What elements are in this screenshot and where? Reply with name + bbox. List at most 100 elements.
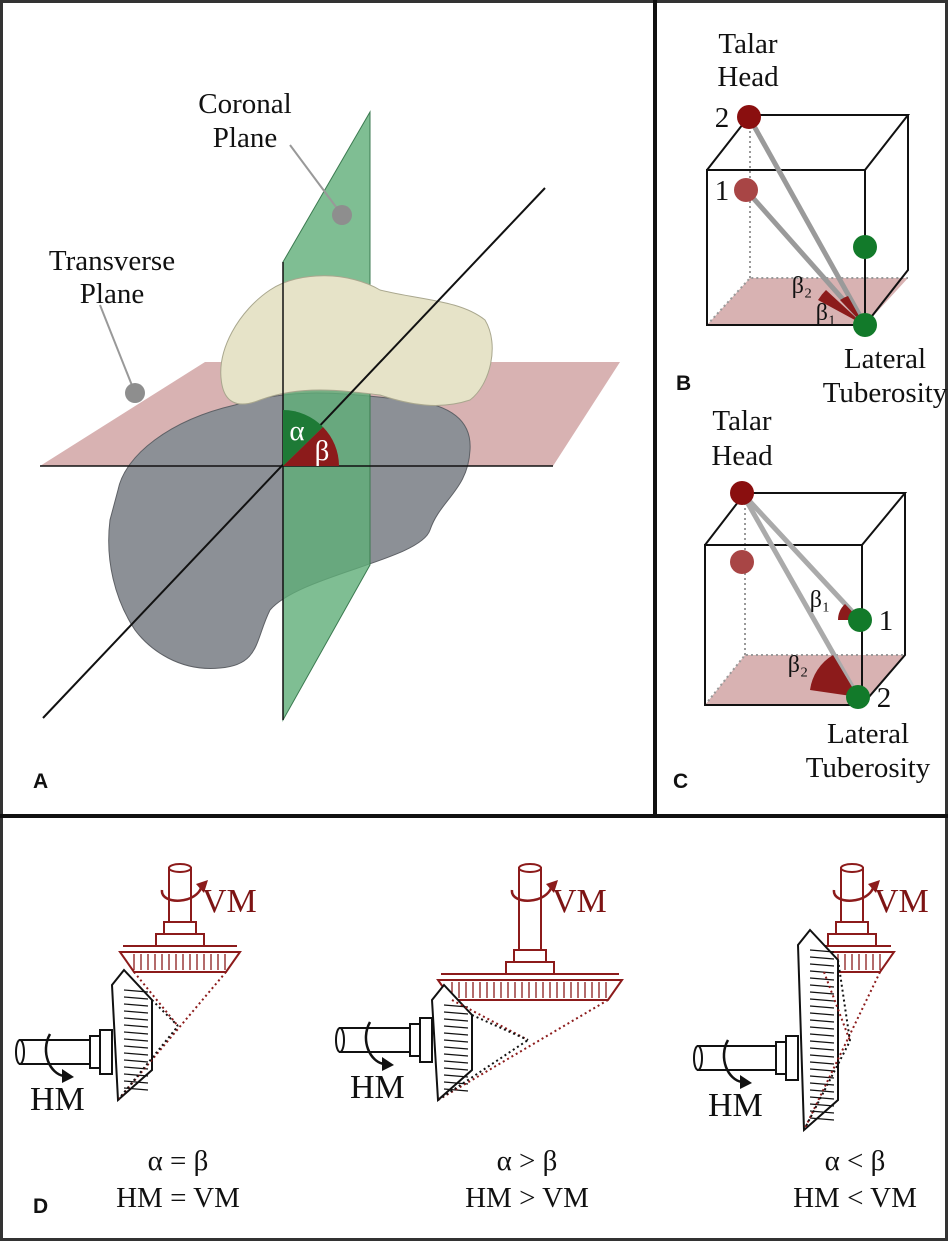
- vector: [740, 491, 862, 622]
- angle-relation: α = β: [148, 1145, 209, 1177]
- rotation-arrow: [510, 884, 554, 902]
- vm-label: VM: [202, 883, 257, 920]
- panel-a: α β Coronal Plane Transverse Plane A: [33, 88, 620, 793]
- shaft-end: [693, 1045, 703, 1071]
- angle-relation: α < β: [825, 1145, 886, 1177]
- cone-line: [837, 959, 851, 1042]
- hidden-edge: [706, 277, 908, 326]
- label: Talar: [712, 405, 771, 437]
- shaft: [697, 1045, 777, 1071]
- gear-tooth: [809, 1117, 835, 1121]
- collar: [505, 961, 555, 975]
- cone-line: [823, 971, 851, 1042]
- point: [730, 481, 754, 505]
- point: [737, 105, 761, 129]
- shaft-end: [335, 1027, 345, 1053]
- gear-tooth: [443, 1018, 469, 1022]
- cube-edge: [864, 115, 909, 326]
- gear-tooth: [123, 996, 149, 1000]
- gear-set: VM HM α = β HM = VM: [15, 863, 257, 1214]
- gear-tooth: [443, 1060, 469, 1064]
- hm-label: HM: [30, 1081, 85, 1118]
- beta-wedge: [283, 427, 339, 466]
- gear-tooth: [123, 989, 149, 993]
- gear-tooth: [443, 1004, 469, 1008]
- plane-label: Transverse: [49, 245, 175, 277]
- vertical-gear: [118, 951, 242, 973]
- shaft-end: [168, 863, 192, 873]
- gear-tooth: [809, 1061, 835, 1065]
- arrow-head: [868, 880, 880, 893]
- arrow-head: [196, 880, 208, 893]
- rotation-arrow: [722, 1039, 743, 1084]
- gear-tooth: [123, 1038, 149, 1042]
- talus: [220, 275, 493, 406]
- gear-tooth: [809, 1005, 835, 1009]
- rotation-arrow: [364, 1021, 385, 1066]
- gear-tooth: [443, 1074, 469, 1078]
- gear-tooth: [123, 1031, 149, 1035]
- collar: [419, 1017, 433, 1063]
- point: [730, 550, 754, 574]
- motion-relation: HM > VM: [465, 1182, 589, 1214]
- gear-tooth: [123, 1010, 149, 1014]
- gear-tooth: [809, 1047, 835, 1051]
- shaft-end: [840, 863, 864, 873]
- vector: [739, 491, 861, 699]
- arrow-head: [62, 1069, 74, 1083]
- point: [848, 608, 872, 632]
- gear-tooth: [809, 1040, 835, 1044]
- angle-wedge: [818, 290, 864, 325]
- alpha-label: α: [289, 415, 304, 447]
- plane-label: Plane: [213, 122, 277, 154]
- angle-relation: α > β: [497, 1145, 558, 1177]
- gear-tooth: [443, 1025, 469, 1029]
- gear-tooth: [443, 1053, 469, 1057]
- panel-b: [706, 105, 911, 337]
- gear-tooth: [809, 1068, 835, 1072]
- cone-line: [803, 971, 881, 1131]
- cone-line: [471, 1014, 529, 1041]
- point: [734, 178, 758, 202]
- arrow-head: [740, 1075, 752, 1089]
- gear-tooth: [123, 1017, 149, 1021]
- label: Lateral: [827, 718, 909, 750]
- gear-tooth: [809, 1089, 835, 1093]
- collar: [99, 1029, 113, 1075]
- horizontal-gear: [110, 968, 153, 1103]
- gear-tooth: [443, 1067, 469, 1071]
- gear-tooth: [123, 1045, 149, 1049]
- shaft: [840, 867, 864, 923]
- collar: [827, 933, 877, 947]
- collar: [89, 1035, 101, 1069]
- panel-label: B: [676, 372, 691, 395]
- point-label: 1: [879, 605, 894, 637]
- plane-label: Plane: [80, 278, 144, 310]
- angle-label: β₁: [816, 300, 837, 326]
- label: Tuberosity: [806, 752, 931, 784]
- gear-set: VM HM α < β HM < VM: [693, 863, 929, 1214]
- cube-edge: [706, 114, 911, 171]
- point: [853, 235, 877, 259]
- gear-tooth: [809, 1033, 835, 1037]
- leader: [289, 144, 343, 216]
- gear-tooth: [443, 1032, 469, 1036]
- gear-set: VM HM α > β HM > VM: [335, 863, 624, 1214]
- label: Head: [717, 61, 779, 93]
- rotation-arrow: [44, 1033, 65, 1078]
- panel-label: D: [33, 1195, 48, 1218]
- gear-tooth: [123, 1052, 149, 1056]
- angle-label: β₁: [810, 587, 831, 613]
- vm-label: VM: [552, 883, 607, 920]
- gear-tooth: [123, 1080, 149, 1084]
- hidden-edge: [704, 654, 905, 706]
- collar: [835, 921, 869, 935]
- gear-tooth: [809, 1103, 835, 1107]
- shaft: [19, 1039, 91, 1065]
- motion-relation: HM < VM: [793, 1182, 917, 1214]
- panel-c: [704, 481, 908, 709]
- arrow-head: [382, 1057, 394, 1071]
- shaft: [518, 867, 542, 951]
